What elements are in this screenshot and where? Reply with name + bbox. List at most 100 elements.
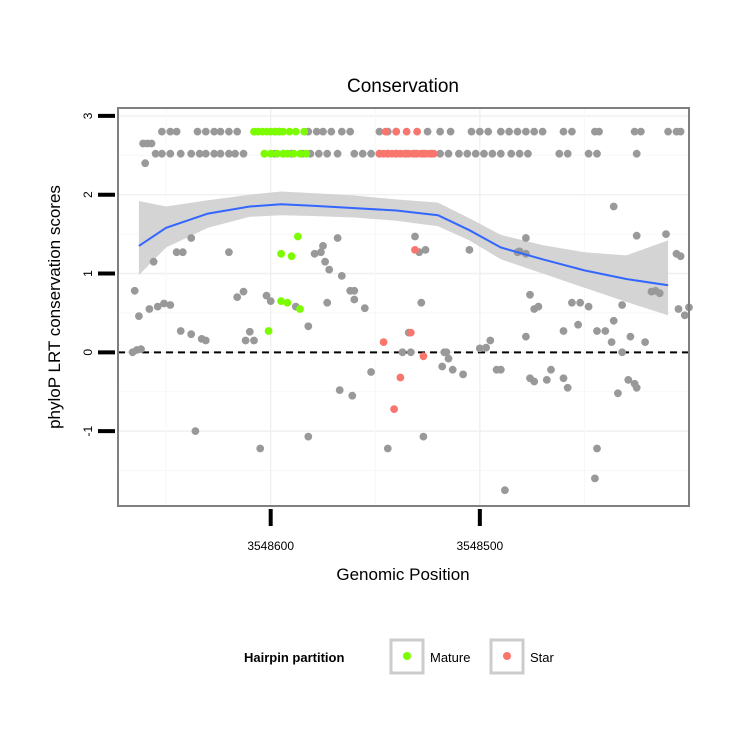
point-other [421,246,430,254]
point-other [676,127,685,136]
points-layer [128,127,693,495]
point-other [480,149,488,158]
point-other [417,298,426,307]
point-other [350,286,359,295]
point-other [496,149,505,158]
point-star [402,127,411,136]
point-other [141,159,150,168]
point-other [250,336,258,345]
point-other [444,354,453,363]
point-other [522,234,530,242]
point-star [411,246,419,254]
point-other [216,149,225,158]
legend-dot-mature [403,652,411,660]
point-other [641,338,649,346]
point-other [314,149,323,158]
y-tick-label: -1 [81,425,95,436]
point-other [333,234,342,242]
point-other [632,383,641,392]
y-tick-label: 3 [81,112,95,119]
point-other [676,252,685,261]
x-axis-label: Genomic Position [336,565,469,584]
point-other [513,127,522,136]
point-other [530,377,539,386]
point-other [574,320,582,329]
point-other [584,302,593,311]
point-other [195,149,204,158]
point-mature [294,232,302,241]
point-other [333,149,342,158]
point-other [436,149,444,158]
point-other [626,332,635,341]
point-other [632,149,641,158]
point-other [609,202,618,211]
legend-label-star: Star [530,650,555,665]
legend: Hairpin partition Mature Star [244,638,555,675]
x-axis: 3548600 3548500 [247,509,504,553]
point-star [419,352,428,361]
point-other [245,327,254,336]
point-other [137,345,145,354]
point-other [323,149,332,158]
plot-area [117,107,693,507]
point-other [130,286,139,295]
point-other [664,127,672,136]
y-tick-label: 0 [81,349,95,356]
x-tick-label: 3548500 [456,539,503,553]
point-other [158,127,166,136]
point-other [176,149,185,158]
point-other [524,149,532,158]
point-other [187,330,196,339]
point-other [515,149,524,158]
point-other [201,336,210,345]
point-other [680,311,689,320]
point-other [317,248,325,257]
point-mature [266,149,275,158]
point-mature [296,149,304,158]
y-axis-label: phyloP LRT conservation scores [45,185,64,429]
point-other [160,299,168,308]
point-other [563,383,572,392]
point-other [383,444,392,453]
point-other [618,301,626,309]
point-mature [291,127,300,136]
point-mature [283,298,292,307]
point-mature [302,149,311,158]
point-other [337,272,346,280]
point-star [379,338,388,346]
x-tick-label: 3548600 [247,539,294,553]
point-other [547,365,555,374]
point-other [559,327,568,335]
point-other [576,298,585,307]
point-other [375,127,384,136]
point-other [446,127,455,136]
point-mature [277,297,285,305]
point-other [438,362,447,371]
point-other [323,298,332,307]
point-other [607,338,616,346]
point-mature [300,127,309,136]
point-other [153,302,162,311]
point-other [595,127,603,136]
point-other [475,127,484,136]
point-other [530,127,539,136]
point-other [406,348,415,357]
point-other [151,149,160,158]
point-other [327,127,336,136]
point-other [584,149,593,158]
point-mature [279,127,288,136]
point-other [325,265,334,274]
point-other [459,370,467,379]
point-other [172,127,181,136]
point-other [662,230,670,239]
point-other [216,127,225,136]
point-other [319,242,327,250]
point-other [147,139,156,148]
point-other [166,149,175,158]
point-other [609,316,618,325]
point-other [312,127,321,136]
point-mature [264,327,273,335]
point-other [178,248,187,257]
point-other [367,149,375,158]
point-mature [260,149,269,158]
